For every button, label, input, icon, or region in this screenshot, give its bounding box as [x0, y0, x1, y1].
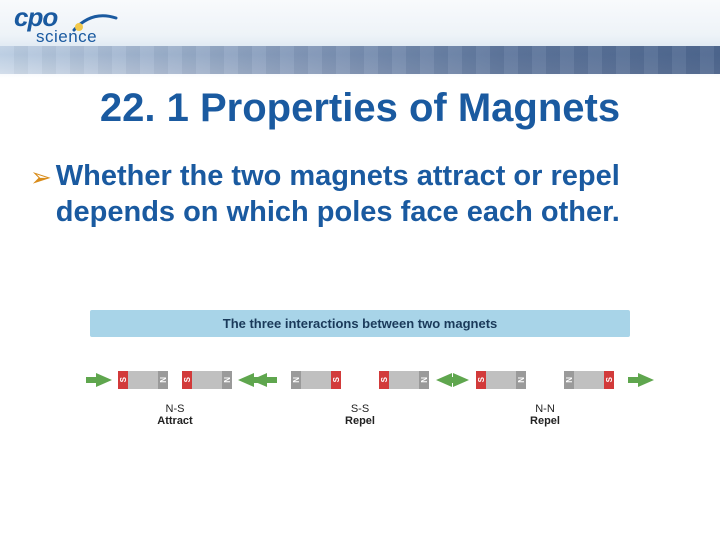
logo: cpo science: [14, 6, 97, 45]
pole-s: S: [331, 371, 341, 389]
pole-s: S: [182, 371, 192, 389]
magnet-pair-nn-repel: S N N S N-NRepel: [460, 367, 630, 427]
pair-caption: S-SRepel: [345, 403, 375, 427]
magnet-bar: S N: [379, 371, 429, 389]
magnet-bar: S N: [118, 371, 168, 389]
bullet-item: ➢ Whether the two magnets attract or rep…: [30, 158, 690, 231]
diagram-row: S N S N N-SAttract N S S N: [90, 367, 630, 427]
magnet-body: [486, 371, 516, 389]
bullet-text: Whether the two magnets attract or repel…: [56, 158, 690, 231]
magnet-pair-ss-repel: N S S N S-SRepel: [275, 367, 445, 427]
bullet-arrow-icon: ➢: [30, 162, 52, 193]
pair-caption: N-SAttract: [157, 403, 192, 427]
arrow-left-icon: [436, 373, 462, 387]
magnet-body: [192, 371, 222, 389]
pole-s: S: [476, 371, 486, 389]
pole-s: S: [604, 371, 614, 389]
header-band: [0, 46, 720, 74]
pole-n: N: [158, 371, 168, 389]
diagram-header: The three interactions between two magne…: [90, 310, 630, 337]
arrow-right-icon: [86, 373, 112, 387]
magnet-bar: S N: [476, 371, 526, 389]
page-title: 22. 1 Properties of Magnets: [0, 86, 720, 131]
magnet-body: [389, 371, 419, 389]
magnet-bar: N S: [291, 371, 341, 389]
header-background: [0, 0, 720, 78]
arrow-left-icon: [251, 373, 277, 387]
pole-n: N: [222, 371, 232, 389]
pole-s: S: [379, 371, 389, 389]
pole-n: N: [419, 371, 429, 389]
pole-n: N: [564, 371, 574, 389]
arrow-right-icon: [628, 373, 654, 387]
pole-n: N: [516, 371, 526, 389]
pole-n: N: [291, 371, 301, 389]
magnet-pair-ns-attract: S N S N N-SAttract: [90, 367, 260, 427]
logo-bottom: science: [36, 29, 97, 44]
magnet-body: [574, 371, 604, 389]
magnet-body: [301, 371, 331, 389]
pair-caption: N-NRepel: [530, 403, 560, 427]
magnet-bar: N S: [564, 371, 614, 389]
pole-s: S: [118, 371, 128, 389]
magnet-diagram: The three interactions between two magne…: [90, 310, 630, 427]
magnet-body: [128, 371, 158, 389]
magnet-bar: S N: [182, 371, 232, 389]
logo-top: cpo: [14, 6, 97, 29]
